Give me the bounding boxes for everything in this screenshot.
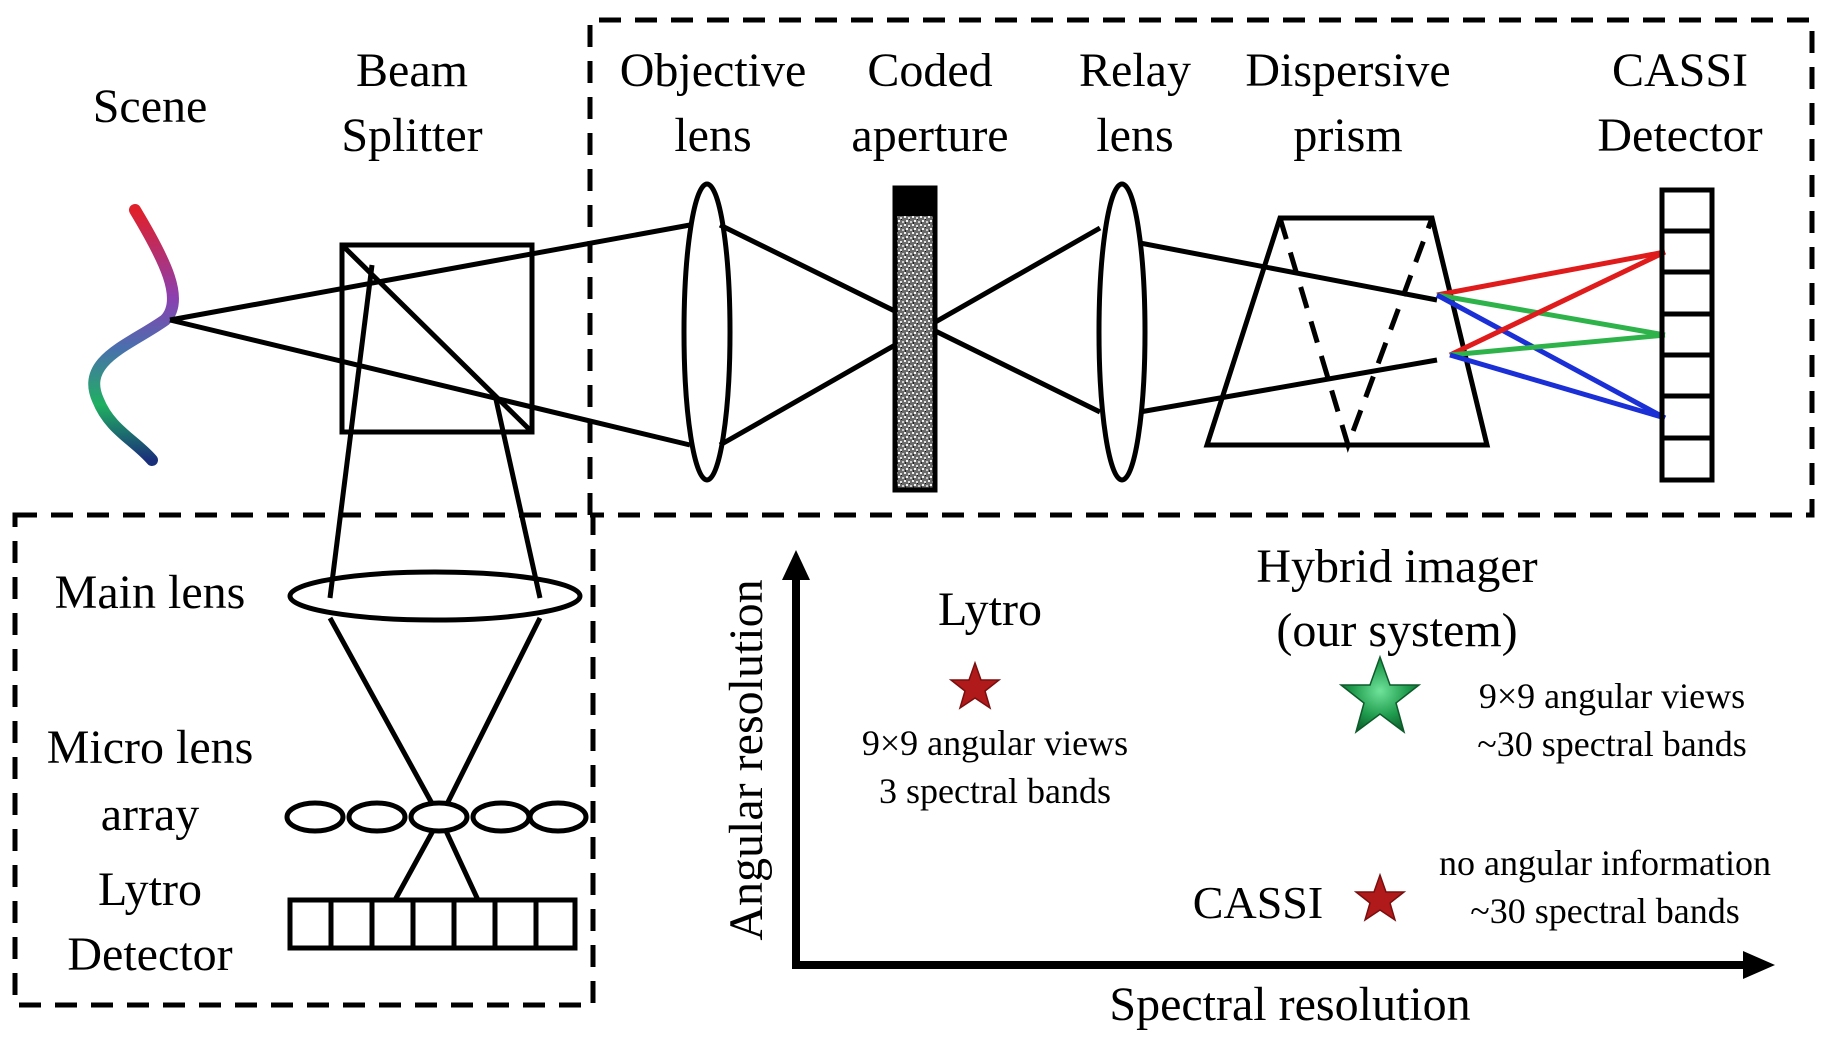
micro-lens-array (284, 800, 589, 834)
cassi-name: CASSI (1193, 877, 1323, 928)
hybrid-desc-1: 9×9 angular views (1479, 676, 1745, 716)
y-axis-label: Angular resolution (720, 579, 773, 940)
hybrid-name-2: (our system) (1276, 604, 1517, 657)
label-lytro-det-1: Lytro (98, 863, 202, 916)
beam-splitter-diagonal (340, 243, 534, 434)
lytro-name: Lytro (938, 583, 1042, 636)
label-micro-lens-2: array (101, 788, 200, 841)
label-relay-2: lens (1096, 109, 1173, 162)
scene-spectrum-icon (88, 204, 179, 466)
dispersive-prism (1203, 215, 1491, 448)
label-main-lens: Main lens (55, 566, 246, 619)
label-objective-2: lens (674, 109, 751, 162)
objective-lens (681, 181, 733, 483)
comparison-chart: Angular resolution Spectral resolution L… (720, 540, 1775, 1031)
dispersed-rays (1435, 249, 1667, 421)
lytro-dashed-box (12, 512, 596, 1008)
lytro-star-icon (948, 660, 1002, 710)
lytro-detector (287, 897, 578, 951)
label-scene: Scene (93, 80, 208, 133)
relay-lens (1096, 181, 1148, 483)
label-beam-splitter-1: Beam (356, 44, 468, 97)
x-axis-label: Spectral resolution (1109, 978, 1470, 1031)
hybrid-name-1: Hybrid imager (1256, 540, 1537, 593)
label-cassi-det-2: Detector (1597, 109, 1762, 162)
cassi-desc-2: ~30 spectral bands (1470, 891, 1739, 931)
cassi-star-icon (1353, 872, 1407, 922)
label-coded-2: aperture (851, 109, 1008, 162)
label-prism-1: Dispersive (1245, 44, 1450, 97)
label-beam-splitter-2: Splitter (341, 109, 482, 162)
hybrid-star-icon (1338, 654, 1422, 734)
cassi-detector (1659, 187, 1715, 483)
label-prism-2: prism (1293, 109, 1402, 162)
x-axis-arrow (1743, 951, 1775, 979)
lytro-desc-2: 3 spectral bands (879, 771, 1111, 811)
prism-inner-dashed (1277, 217, 1435, 453)
label-relay-1: Relay (1079, 44, 1191, 97)
hybrid-desc-2: ~30 spectral bands (1477, 724, 1746, 764)
y-axis-arrow (782, 550, 810, 580)
label-lytro-det-2: Detector (67, 928, 232, 981)
beam-splitter (339, 242, 535, 435)
lytro-desc-1: 9×9 angular views (862, 723, 1128, 763)
label-cassi-det-1: CASSI (1612, 44, 1748, 97)
label-coded-1: Coded (867, 44, 992, 97)
label-micro-lens-1: Micro lens (47, 721, 254, 774)
cassi-dashed-box (587, 17, 1815, 518)
label-objective-1: Objective (620, 44, 807, 97)
coded-aperture-cap (895, 188, 935, 216)
main-lens (287, 569, 583, 623)
coded-aperture (892, 185, 938, 493)
cassi-desc-1: no angular information (1439, 843, 1771, 883)
